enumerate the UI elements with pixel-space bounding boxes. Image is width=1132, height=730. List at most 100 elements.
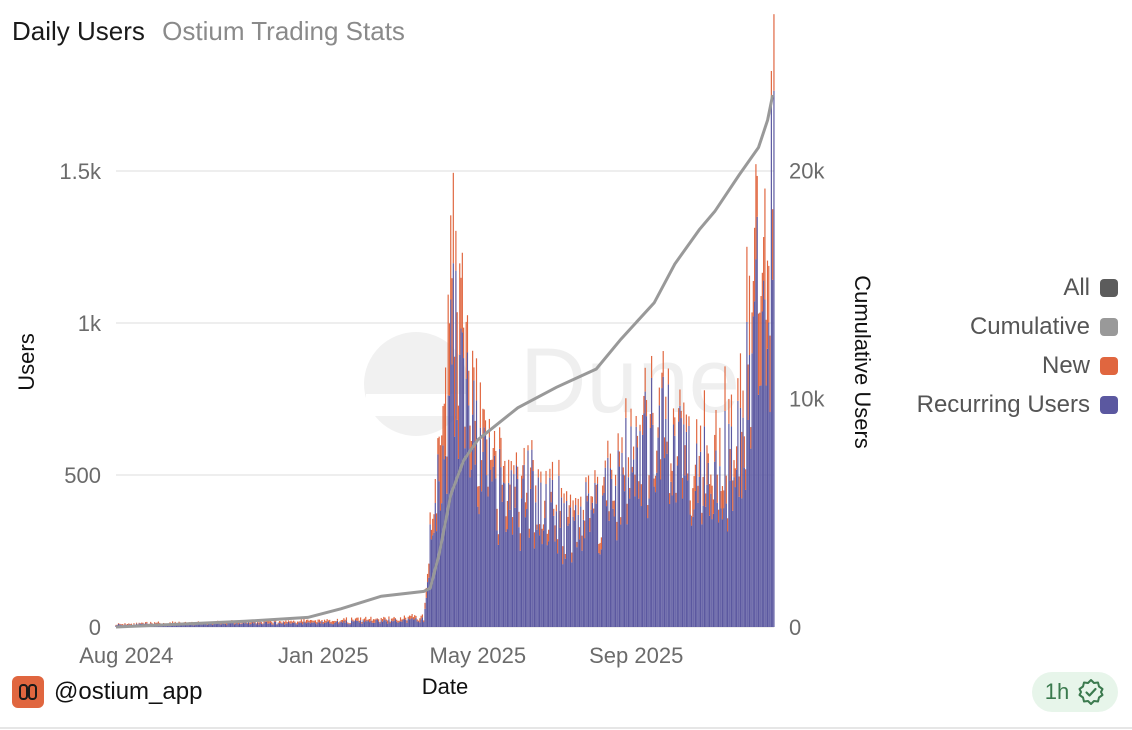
bar-recurring [443, 459, 445, 627]
bar-new [150, 621, 152, 624]
bar-recurring [701, 524, 703, 627]
y2-tick-label: 0 [789, 615, 801, 640]
bar-recurring [741, 498, 743, 627]
bar-new [638, 481, 640, 499]
bar-recurring [228, 622, 230, 627]
dashboard-subtitle[interactable]: Ostium Trading Stats [162, 16, 405, 46]
bar-new [703, 390, 706, 427]
bar-new [396, 619, 398, 622]
bar-recurring [546, 545, 548, 627]
bar-recurring [402, 619, 404, 627]
bar-recurring [298, 622, 300, 627]
bar-recurring [258, 624, 260, 627]
bar-recurring [635, 426, 637, 627]
bar-new [410, 615, 412, 620]
bar-recurring [577, 514, 579, 627]
refresh-badge[interactable]: 1h [1032, 672, 1118, 712]
bar-recurring [255, 624, 257, 627]
bar-new [764, 188, 766, 300]
bar-recurring [703, 426, 706, 627]
bar-recurring [316, 624, 318, 627]
bar-recurring [405, 619, 407, 627]
legend-item-recurring[interactable]: Recurring Users [917, 385, 1118, 424]
bar-recurring [466, 352, 469, 627]
bar-recurring [529, 488, 532, 627]
bar-recurring [406, 622, 408, 627]
bar-new [510, 461, 512, 471]
bar-new [493, 430, 496, 456]
bar-new [363, 618, 366, 623]
bar-recurring [571, 562, 573, 627]
legend-item-new[interactable]: New [917, 346, 1118, 385]
bar-recurring [403, 619, 405, 627]
bar-recurring [219, 624, 221, 627]
bar-new [360, 617, 362, 621]
bar-recurring [511, 534, 514, 627]
bar-recurring [423, 622, 425, 627]
bar-new [317, 619, 319, 623]
bar-recurring [502, 482, 505, 627]
bar-new [505, 516, 507, 532]
bar-recurring [259, 622, 261, 627]
bar-recurring [669, 504, 671, 627]
bar-new [675, 492, 677, 503]
bar-recurring [396, 621, 398, 627]
bar-new [352, 619, 354, 622]
bar-recurring [643, 413, 645, 627]
bar-new [172, 621, 174, 624]
bar-new [705, 493, 707, 507]
bar-new [426, 573, 429, 583]
bar-new [593, 508, 595, 514]
bar-recurring [250, 623, 252, 627]
bar-recurring [757, 394, 760, 627]
legend-swatch [1100, 278, 1118, 297]
bar-new [484, 420, 487, 432]
bar-recurring [540, 482, 542, 627]
bar-recurring [205, 623, 207, 627]
bar-recurring [218, 623, 220, 627]
bar-recurring [251, 622, 254, 627]
bar-new [651, 355, 653, 378]
bar-recurring [661, 388, 663, 627]
bar-recurring [537, 477, 539, 627]
bar-new [268, 621, 270, 624]
bar-new [623, 475, 626, 492]
bar-recurring [450, 299, 452, 627]
legend-item-cumulative[interactable]: Cumulative [917, 307, 1118, 346]
bar-new [384, 617, 386, 620]
bar-recurring [653, 486, 655, 627]
bar-recurring [710, 493, 712, 627]
bar-new [725, 475, 727, 504]
bar-new [124, 623, 126, 625]
bar-new [614, 474, 617, 486]
bar-new [341, 619, 344, 623]
bar-new [308, 620, 310, 623]
bar-recurring [539, 535, 541, 627]
x-tick-label: May 2025 [430, 643, 527, 668]
bar-recurring [217, 622, 219, 627]
y-axis-title: Users [14, 333, 39, 390]
bar-new [302, 621, 304, 625]
bar-recurring [293, 622, 295, 627]
bar-recurring [689, 514, 691, 627]
bar-recurring [378, 621, 380, 627]
bar-recurring [573, 520, 575, 627]
bar-recurring [323, 622, 326, 627]
bar-recurring [551, 479, 554, 627]
bar-new [591, 496, 593, 503]
bar-new [766, 260, 769, 349]
bar-recurring [308, 622, 310, 627]
author-link[interactable]: @ostium_app [12, 676, 202, 708]
bar-recurring [580, 506, 582, 627]
bar-recurring [727, 531, 729, 627]
bar-new [602, 485, 604, 496]
bar-new [681, 477, 684, 499]
bar-new [674, 417, 676, 436]
bar-new [115, 624, 117, 626]
bar-recurring [241, 623, 243, 627]
bar-new [586, 495, 588, 502]
bar-recurring [446, 493, 448, 627]
legend-item-all[interactable]: All [917, 268, 1118, 307]
bar-new [354, 618, 357, 621]
bar-new [262, 623, 264, 625]
